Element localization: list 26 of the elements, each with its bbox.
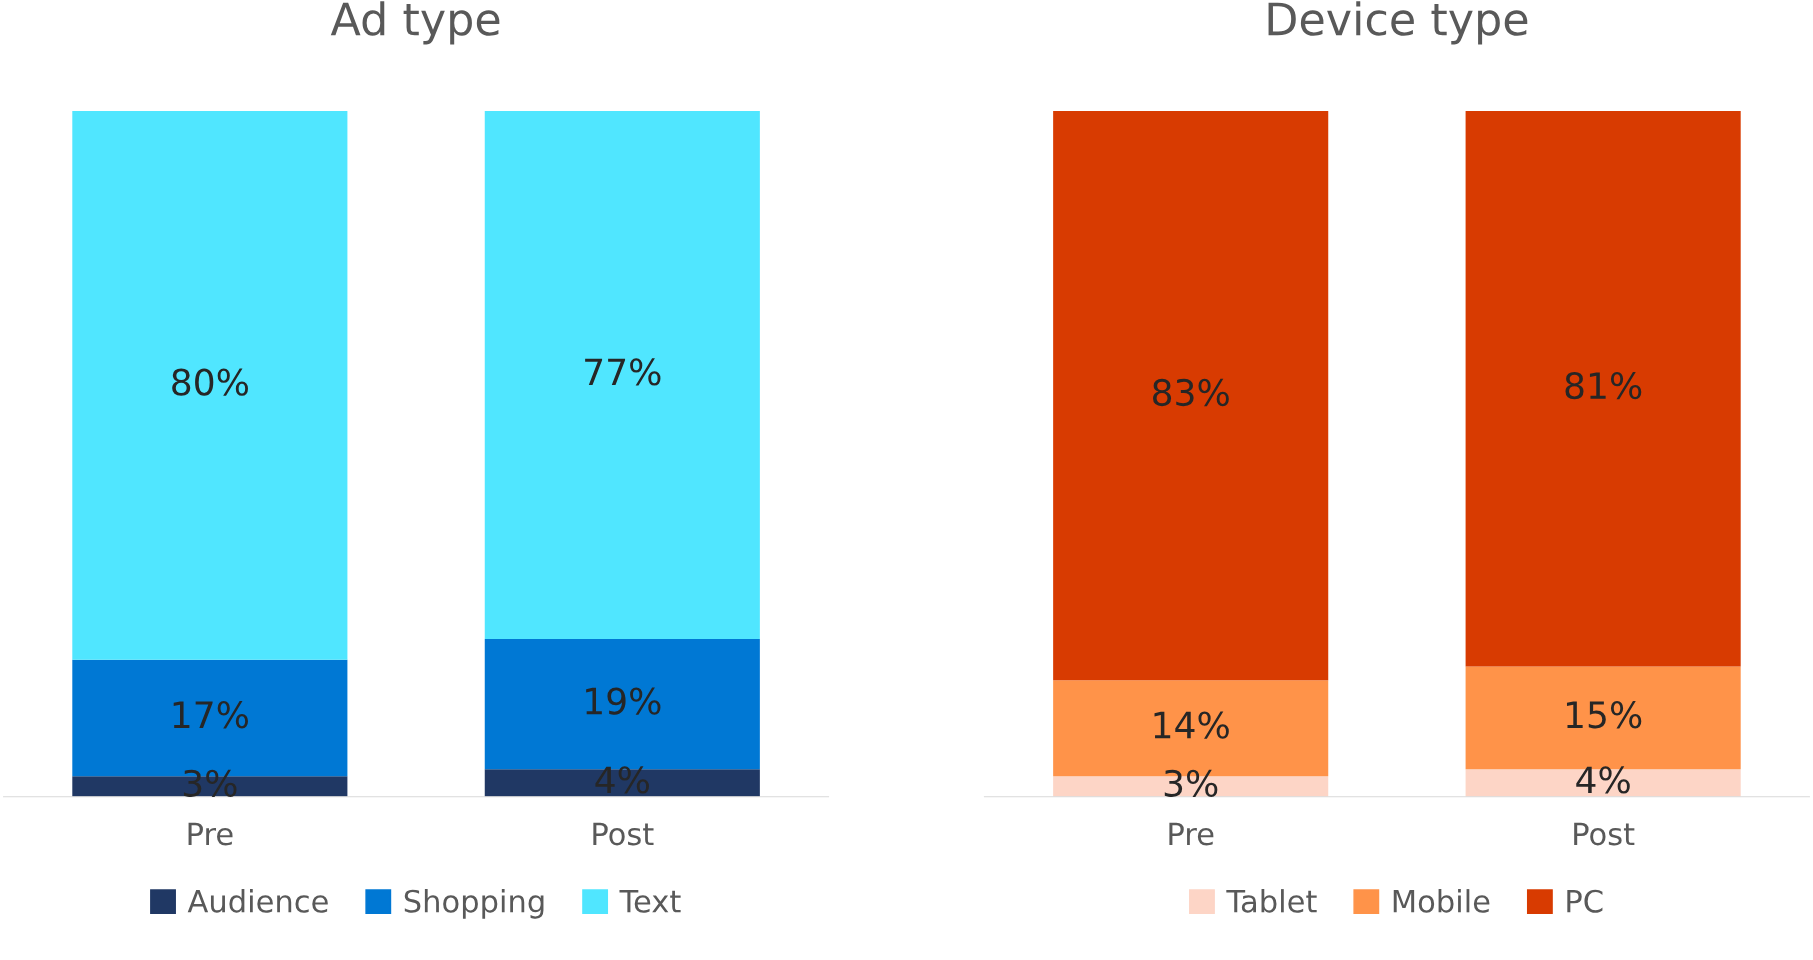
data-label: 3%	[1164, 769, 1218, 797]
legend-label: Tablet	[1226, 889, 1317, 913]
chart-title: Device type	[1268, 1, 1528, 45]
x-tick-label: Pre	[188, 822, 233, 846]
x-tick-label: Pre	[1169, 822, 1214, 846]
data-label: 83%	[1153, 378, 1229, 407]
data-label: 4%	[1576, 766, 1630, 794]
legend-label: Mobile	[1393, 889, 1490, 913]
data-label: 80%	[172, 368, 248, 396]
data-label: 19%	[586, 687, 661, 715]
data-label: 77%	[585, 358, 661, 386]
legend-label: Text	[619, 890, 681, 913]
data-label: 81%	[1565, 371, 1642, 400]
data-label: 17%	[173, 701, 248, 729]
x-tick-label: Post	[593, 822, 654, 846]
data-label: 3%	[183, 769, 237, 797]
data-label: 14%	[1154, 711, 1229, 739]
legend-label: Audience	[187, 889, 328, 913]
x-tick-label: Post	[1574, 822, 1635, 846]
bar	[484, 111, 760, 640]
bar	[72, 111, 348, 660]
legend-label: PC	[1567, 889, 1603, 913]
data-label: 15%	[1566, 701, 1642, 729]
data-label: 4%	[595, 766, 649, 794]
legend-label: Shopping	[404, 889, 544, 919]
chart-title: Ad type	[330, 1, 500, 45]
